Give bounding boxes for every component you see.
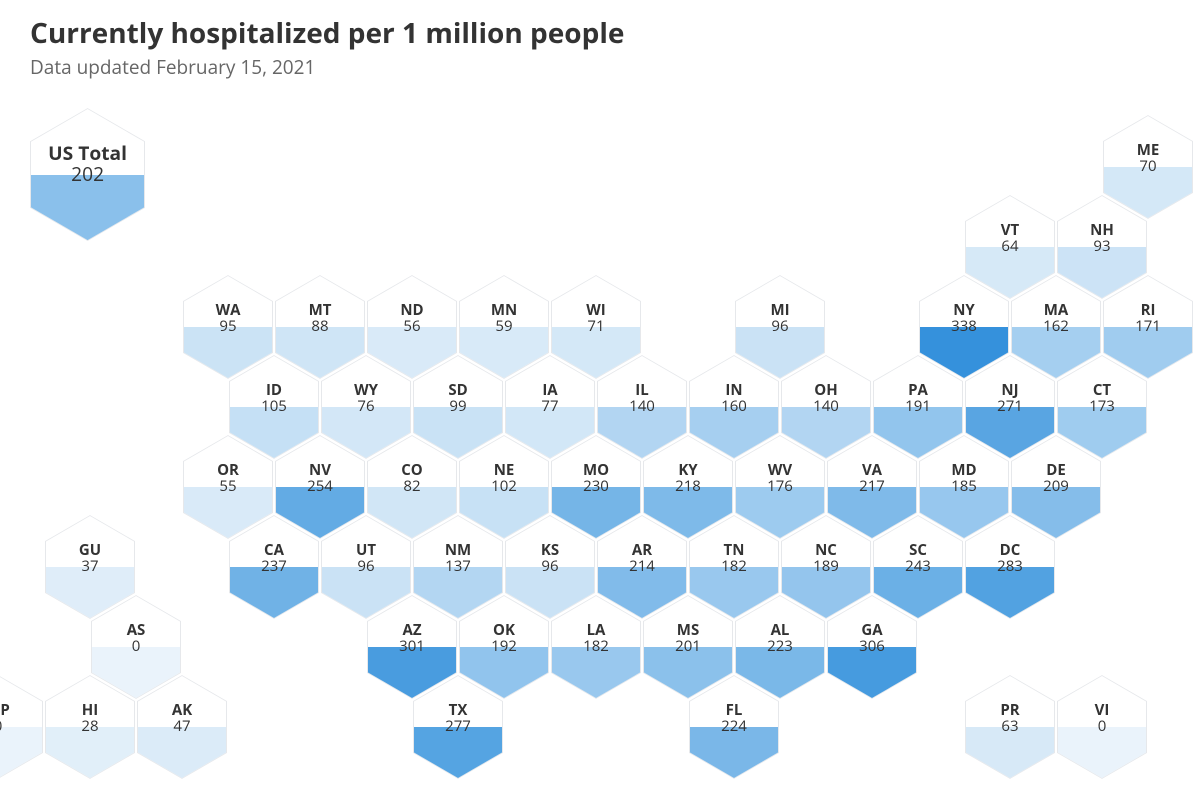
hex-value: 0: [92, 638, 180, 655]
hex-MP[interactable]: MP0: [0, 675, 43, 779]
hex-value: 243: [874, 558, 962, 575]
hex-value: 64: [966, 238, 1054, 255]
hexmap: US Total202ME70VT64NH93WA95MT88ND56MN59W…: [0, 0, 1200, 791]
hex-value: 71: [552, 318, 640, 335]
hex-value: 209: [1012, 478, 1100, 495]
hex-value: 140: [782, 398, 870, 415]
hex-value: 63: [966, 718, 1054, 735]
hex-value: 77: [506, 398, 594, 415]
hex-value: 237: [230, 558, 318, 575]
hex-value: 96: [322, 558, 410, 575]
hex-value: 162: [1012, 318, 1100, 335]
hex-value: 182: [552, 638, 640, 655]
hex-value: 37: [46, 558, 134, 575]
hex-value: 201: [644, 638, 732, 655]
hex-value: 59: [460, 318, 548, 335]
hex-value: 176: [736, 478, 824, 495]
hex-abbr: MP: [0, 702, 42, 719]
hex-value: 56: [368, 318, 456, 335]
hex-value: 283: [966, 558, 1054, 575]
hex-value: 47: [138, 718, 226, 735]
hex-value: 214: [598, 558, 686, 575]
hex-value: 0: [1058, 718, 1146, 735]
hex-value: 140: [598, 398, 686, 415]
hex-value: 192: [460, 638, 548, 655]
hex-value: 202: [31, 163, 144, 184]
hex-value: 76: [322, 398, 410, 415]
hex-value: 189: [782, 558, 870, 575]
hex-value: 254: [276, 478, 364, 495]
hex-value: 88: [276, 318, 364, 335]
hex-value: 218: [644, 478, 732, 495]
hex-value: 338: [920, 318, 1008, 335]
hex-us-total[interactable]: US Total202: [30, 108, 145, 241]
hex-value: 224: [690, 718, 778, 735]
hex-value: 185: [920, 478, 1008, 495]
hex-value: 55: [184, 478, 272, 495]
hex-value: 173: [1058, 398, 1146, 415]
page: { "title": "Currently hospitalized per 1…: [0, 0, 1200, 791]
hex-value: 277: [414, 718, 502, 735]
hex-value: 105: [230, 398, 318, 415]
hex-value: 82: [368, 478, 456, 495]
hex-value: 102: [460, 478, 548, 495]
hex-value: 217: [828, 478, 916, 495]
hex-value: 191: [874, 398, 962, 415]
hex-value: 93: [1058, 238, 1146, 255]
hex-value: 301: [368, 638, 456, 655]
hex-value: 70: [1104, 158, 1192, 175]
hex-value: 0: [0, 718, 42, 735]
hex-value: 137: [414, 558, 502, 575]
hex-value: 223: [736, 638, 824, 655]
hex-VI[interactable]: VI0: [1057, 675, 1147, 779]
hex-value: 306: [828, 638, 916, 655]
hex-PR[interactable]: PR63: [965, 675, 1055, 779]
hex-value: 182: [690, 558, 778, 575]
hex-value: 171: [1104, 318, 1192, 335]
hex-fill: [0, 727, 42, 778]
hex-value: 28: [46, 718, 134, 735]
hex-value: 96: [506, 558, 594, 575]
hex-value: 271: [966, 398, 1054, 415]
hex-value: 99: [414, 398, 502, 415]
hex-value: 96: [736, 318, 824, 335]
hex-value: 230: [552, 478, 640, 495]
hex-value: 95: [184, 318, 272, 335]
hex-value: 160: [690, 398, 778, 415]
